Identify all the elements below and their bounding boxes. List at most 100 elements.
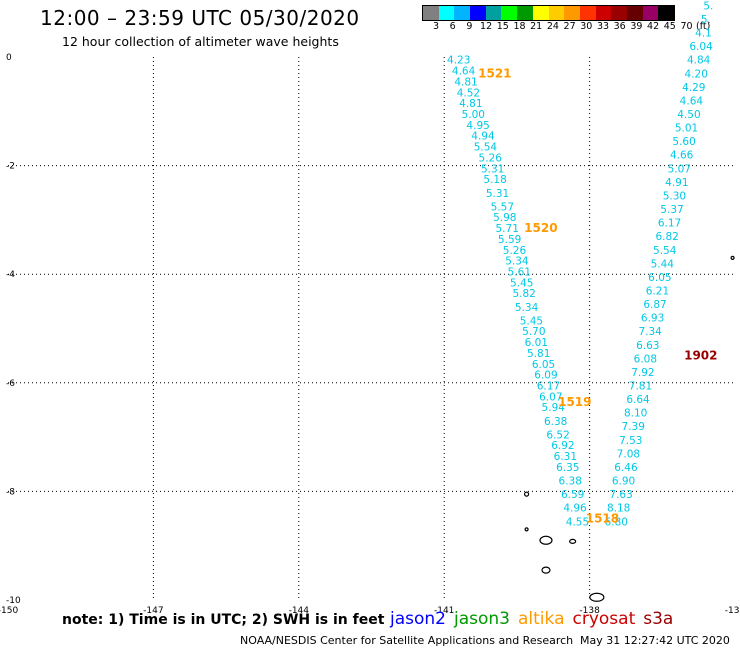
swh-value-label: 5.98 bbox=[493, 212, 516, 224]
swh-value-label: 6.09 bbox=[534, 370, 557, 382]
swh-value-label: 6.87 bbox=[643, 299, 666, 311]
map-title: 12:00 – 23:59 UTC 05/30/2020 bbox=[40, 6, 360, 30]
swh-value-label: 5.26 bbox=[479, 152, 503, 164]
swh-value-label: 4.94 bbox=[471, 131, 495, 143]
swh-value-label: 7.53 bbox=[619, 435, 642, 447]
satellite-jason3: jason3 bbox=[454, 609, 510, 629]
scale-swatch bbox=[579, 6, 596, 20]
x-tick-label: -135 bbox=[725, 606, 740, 616]
swh-value-label: 5.34 bbox=[515, 302, 539, 314]
swh-value-label: 6.17 bbox=[658, 218, 681, 230]
satellite-cryosat: cryosat bbox=[572, 609, 636, 629]
scale-swatch bbox=[548, 6, 565, 20]
island-outline bbox=[589, 592, 605, 602]
scale-label: 18 bbox=[513, 21, 526, 32]
swh-value-label: 4.50 bbox=[677, 109, 700, 121]
swh-value-label: 5.31 bbox=[486, 188, 509, 200]
scale-label: 12 bbox=[480, 21, 493, 32]
x-tick-label: -150 bbox=[0, 606, 18, 616]
swh-value-label: 6.17 bbox=[537, 381, 560, 393]
generated-timestamp: May 31 12:27:42 UTC 2020 bbox=[580, 634, 730, 647]
x-tick-label: -138 bbox=[579, 606, 600, 616]
y-tick-label: 0 bbox=[6, 53, 12, 63]
pass-time-label: 1902 bbox=[684, 349, 717, 363]
swh-value-label: 7.39 bbox=[622, 421, 645, 433]
scale-label: 6 bbox=[449, 21, 456, 32]
swh-value-label: 8.10 bbox=[624, 408, 647, 420]
scale-swatch bbox=[611, 6, 627, 20]
swh-value-label: 6.04 bbox=[689, 41, 713, 53]
scale-swatch bbox=[501, 6, 518, 20]
island-outline bbox=[524, 527, 529, 532]
swh-value-label: 6.52 bbox=[546, 429, 569, 441]
pass-time-label: 1518 bbox=[586, 512, 619, 526]
swh-value-label: 4.66 bbox=[670, 150, 694, 162]
scale-swatch bbox=[532, 6, 549, 20]
satellite-jason2: jason2 bbox=[390, 609, 446, 629]
pass-time-label: 1519 bbox=[558, 395, 591, 409]
swh-value-label: 5.82 bbox=[512, 288, 535, 300]
swh-value-label: 5.81 bbox=[527, 348, 550, 360]
scale-label: 15 bbox=[496, 21, 509, 32]
swh-value-label: 6.63 bbox=[636, 340, 659, 352]
scale-swatch bbox=[626, 6, 643, 20]
swh-value-label: 4.1 bbox=[695, 28, 712, 40]
swh-value-label: 8.18 bbox=[607, 503, 630, 515]
swh-value-label: 6.80 bbox=[605, 516, 628, 528]
swh-value-label: 6.46 bbox=[614, 462, 638, 474]
island-outline bbox=[523, 491, 530, 497]
x-tick-label: -141 bbox=[434, 606, 454, 616]
swh-value-label: 5.30 bbox=[663, 190, 686, 202]
swh-value-label: 7.63 bbox=[609, 489, 632, 501]
y-tick-label: -6 bbox=[6, 379, 15, 389]
credit-text: NOAA/NESDIS Center for Satellite Applica… bbox=[240, 634, 574, 647]
island-outline bbox=[569, 538, 577, 544]
swh-value-label: 5.70 bbox=[522, 326, 545, 338]
scale-swatch bbox=[454, 6, 471, 20]
scale-swatch bbox=[517, 6, 533, 20]
pass-time-label: 1520 bbox=[524, 221, 557, 235]
satellite-legend: jason2 jason3 altika cryosat s3a bbox=[390, 609, 681, 629]
swh-value-label: 7.08 bbox=[617, 448, 640, 460]
x-tick-label: -144 bbox=[289, 606, 310, 616]
swh-value-label: 6.64 bbox=[626, 394, 650, 406]
y-tick-label: -10 bbox=[6, 596, 21, 606]
scale-label: (ft) bbox=[696, 21, 711, 32]
swh-value-label: 6.59 bbox=[561, 489, 584, 501]
color-scale-bar bbox=[422, 5, 675, 21]
swh-value-label: 5.54 bbox=[653, 245, 677, 257]
swh-value-label: 5.45 bbox=[520, 315, 543, 327]
swh-value-label: 5.61 bbox=[508, 266, 531, 278]
swh-value-label: 5. bbox=[701, 14, 711, 26]
scale-label: 3 bbox=[432, 21, 440, 32]
swh-value-label: 4.64 bbox=[680, 95, 704, 107]
swh-value-label: 6.08 bbox=[634, 353, 657, 365]
scale-label: 42 bbox=[647, 21, 660, 32]
scale-label: 27 bbox=[563, 21, 576, 32]
swh-value-label: 5.34 bbox=[505, 256, 529, 268]
swh-value-label: 6.92 bbox=[551, 440, 574, 452]
swh-value-label: 6.90 bbox=[612, 476, 635, 488]
scale-swatch bbox=[658, 6, 674, 20]
swh-value-label: 5. bbox=[703, 0, 713, 12]
swh-value-label: 6.01 bbox=[525, 337, 548, 349]
swh-value-label: 5.26 bbox=[503, 245, 527, 257]
swh-value-label: 6.35 bbox=[556, 462, 579, 474]
swh-value-label: 6.82 bbox=[655, 231, 678, 243]
swh-value-label: 6.93 bbox=[641, 313, 664, 325]
island-outline bbox=[539, 535, 553, 545]
scale-swatch bbox=[564, 6, 580, 20]
scale-label: 33 bbox=[596, 21, 610, 32]
swh-value-label: 4.81 bbox=[454, 76, 477, 88]
swh-value-label: 4.84 bbox=[687, 55, 711, 67]
swh-value-label: 4.64 bbox=[452, 66, 476, 78]
swh-value-label: 5.94 bbox=[542, 402, 566, 414]
swh-value-label: 5.18 bbox=[483, 174, 506, 186]
swh-value-label: 6.05 bbox=[532, 359, 555, 371]
swh-value-label: 6.38 bbox=[544, 416, 567, 428]
map-subtitle: 12 hour collection of altimeter wave hei… bbox=[62, 34, 339, 49]
scale-label: 21 bbox=[530, 21, 543, 32]
swh-value-label: 5.01 bbox=[675, 123, 698, 135]
swh-value-label: 4.29 bbox=[682, 82, 705, 94]
